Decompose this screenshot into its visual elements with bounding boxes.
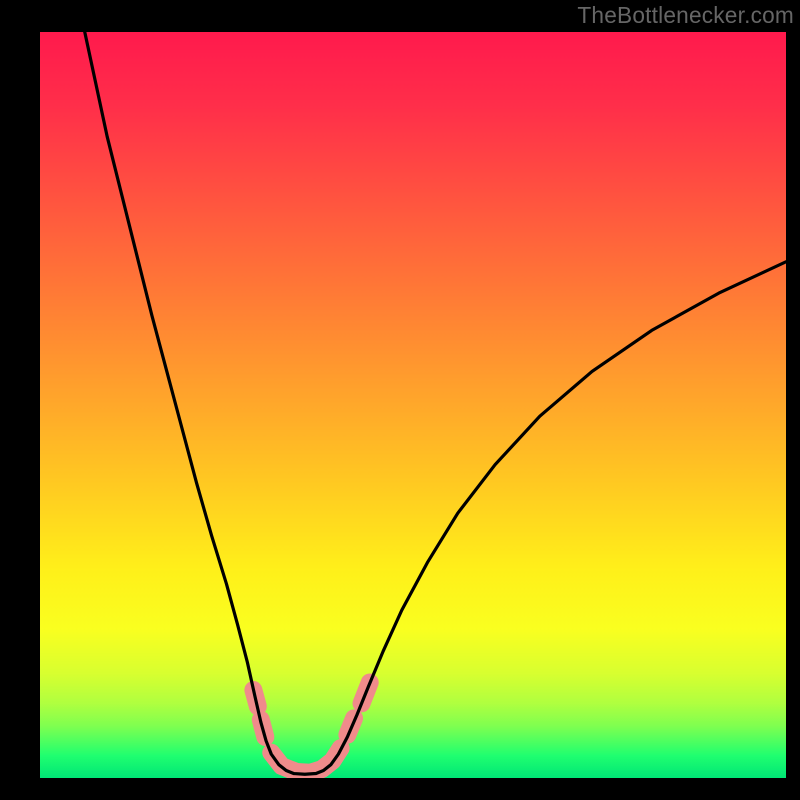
- highlight-segment: [271, 748, 340, 773]
- curve-overlay: [40, 32, 786, 778]
- plot-area: [40, 32, 786, 778]
- bottleneck-curve: [85, 32, 786, 774]
- watermark-text: TheBottlenecker.com: [577, 2, 794, 29]
- chart-stage: TheBottlenecker.com: [0, 0, 800, 800]
